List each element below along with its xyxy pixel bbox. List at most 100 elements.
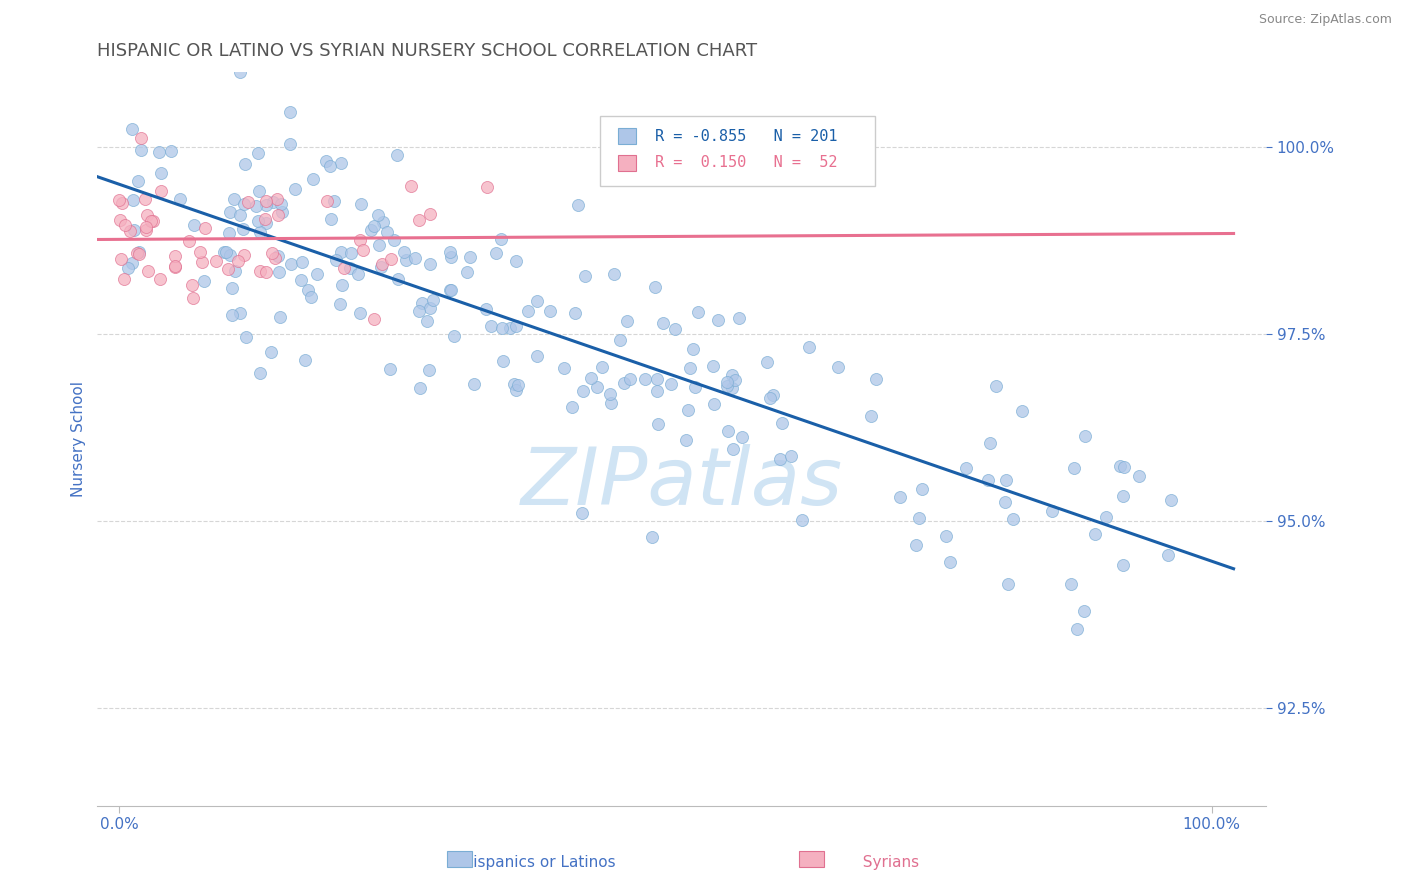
Point bbox=[475, 302, 498, 317]
Point bbox=[702, 359, 724, 373]
Point bbox=[994, 495, 1017, 509]
Point bbox=[110, 213, 132, 227]
Point bbox=[756, 355, 779, 369]
Point bbox=[271, 205, 294, 219]
Point bbox=[260, 245, 283, 260]
Point bbox=[1160, 493, 1182, 508]
Point bbox=[160, 144, 183, 158]
Point bbox=[134, 192, 156, 206]
Point bbox=[506, 377, 529, 392]
Point bbox=[315, 153, 337, 168]
Point bbox=[169, 192, 191, 206]
Point bbox=[1095, 510, 1118, 524]
Point bbox=[716, 379, 738, 393]
Point bbox=[219, 204, 242, 219]
Point bbox=[368, 238, 391, 252]
Point bbox=[249, 366, 271, 380]
Point bbox=[232, 197, 254, 211]
Point bbox=[329, 156, 352, 170]
Point bbox=[721, 442, 744, 456]
Point bbox=[419, 207, 441, 221]
Point bbox=[770, 416, 793, 430]
Text: HISPANIC OR LATINO VS SYRIAN NURSERY SCHOOL CORRELATION CHART: HISPANIC OR LATINO VS SYRIAN NURSERY SCH… bbox=[97, 42, 758, 60]
Point bbox=[290, 273, 312, 287]
Point bbox=[204, 253, 226, 268]
Point bbox=[1128, 469, 1150, 483]
Point bbox=[121, 122, 143, 136]
Point bbox=[367, 208, 389, 222]
Point bbox=[270, 197, 292, 211]
Point bbox=[218, 248, 240, 262]
Point bbox=[395, 252, 418, 267]
Point bbox=[404, 251, 426, 265]
Point bbox=[489, 232, 512, 246]
Point bbox=[485, 246, 508, 260]
Point bbox=[302, 172, 325, 186]
Point bbox=[935, 529, 957, 543]
Point bbox=[339, 245, 361, 260]
Point bbox=[330, 278, 353, 293]
Point bbox=[647, 417, 669, 432]
Point bbox=[245, 199, 267, 213]
Point bbox=[229, 306, 252, 320]
Point bbox=[138, 264, 160, 278]
Point bbox=[294, 353, 316, 368]
Point bbox=[977, 473, 1000, 487]
Point bbox=[226, 254, 249, 268]
Point bbox=[491, 321, 513, 335]
Point bbox=[769, 451, 792, 466]
Point bbox=[254, 194, 277, 208]
Point bbox=[409, 381, 432, 395]
Point bbox=[148, 145, 170, 160]
Point bbox=[319, 160, 342, 174]
Point bbox=[721, 368, 744, 383]
Point bbox=[191, 255, 214, 269]
FancyBboxPatch shape bbox=[617, 154, 636, 170]
Point bbox=[363, 219, 385, 233]
Point bbox=[721, 381, 744, 395]
Text: Source: ZipAtlas.com: Source: ZipAtlas.com bbox=[1258, 13, 1392, 27]
Point bbox=[352, 243, 374, 257]
Point bbox=[382, 233, 405, 247]
Point bbox=[706, 313, 728, 327]
Point bbox=[394, 244, 416, 259]
Point bbox=[247, 184, 270, 198]
Point bbox=[609, 333, 631, 347]
Point bbox=[378, 362, 401, 376]
Point bbox=[997, 577, 1019, 591]
Point bbox=[616, 314, 638, 328]
Point bbox=[591, 360, 613, 375]
Point bbox=[232, 222, 254, 236]
Point bbox=[1060, 577, 1083, 591]
Point bbox=[212, 245, 235, 260]
Text: R =  0.150   N =  52: R = 0.150 N = 52 bbox=[655, 155, 838, 170]
Point bbox=[567, 198, 589, 212]
Point bbox=[112, 271, 135, 285]
Point bbox=[228, 65, 250, 79]
Point bbox=[333, 261, 356, 276]
Point bbox=[165, 249, 187, 263]
Point bbox=[380, 252, 402, 266]
Point bbox=[418, 362, 440, 376]
Point bbox=[139, 214, 162, 228]
Point bbox=[994, 473, 1017, 487]
Point bbox=[149, 166, 172, 180]
Point bbox=[439, 283, 461, 297]
Point bbox=[229, 208, 252, 222]
Point bbox=[644, 280, 666, 294]
Point bbox=[218, 226, 240, 240]
Point bbox=[254, 265, 277, 279]
Point bbox=[561, 400, 583, 414]
Point bbox=[264, 251, 287, 265]
Point bbox=[183, 218, 205, 232]
Point bbox=[329, 297, 352, 311]
Point bbox=[682, 343, 704, 357]
Point bbox=[475, 179, 498, 194]
Point bbox=[1109, 458, 1132, 473]
Point bbox=[110, 252, 132, 266]
Point bbox=[526, 349, 548, 363]
Point bbox=[128, 245, 150, 260]
Point bbox=[136, 209, 159, 223]
Point bbox=[371, 215, 394, 229]
Point bbox=[224, 264, 246, 278]
